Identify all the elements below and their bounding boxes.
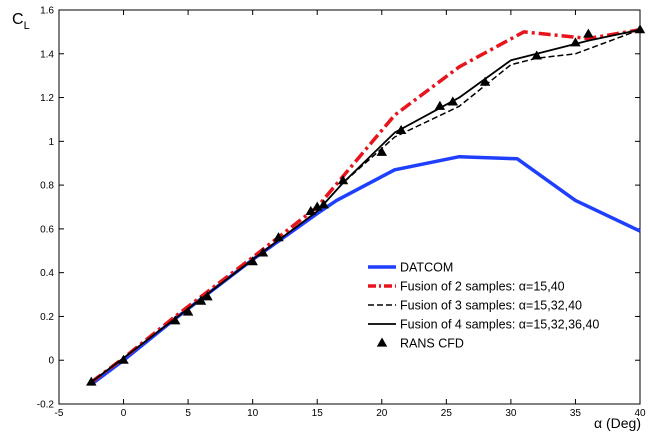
y-tick-label: 0.2 [40, 312, 54, 323]
legend-label: DATCOM [400, 261, 453, 275]
plot-area [58, 9, 641, 405]
y-axis-label: CL [12, 11, 30, 32]
y-tick-label: 1 [48, 137, 54, 148]
legend-label: Fusion of 2 samples: α=15,40 [400, 280, 565, 294]
y-tick-label: 1.2 [40, 93, 54, 104]
y-tick-label: 1.4 [40, 49, 54, 60]
x-tick-label: 5 [185, 408, 191, 419]
rans-cfd-marker [169, 315, 181, 325]
series-line-fusion-of-4-samples-15-32-36-40 [90, 28, 641, 383]
plot-border [58, 9, 641, 405]
rans-cfd-marker [376, 146, 388, 156]
x-tick-label: 10 [247, 408, 259, 419]
rans-cfd-marker [531, 50, 542, 60]
y-axis-label-sub: L [24, 20, 30, 32]
x-tick-label: -5 [55, 408, 64, 419]
rans-cfd-marker [634, 24, 646, 34]
rans-cfd-marker [447, 96, 459, 106]
rans-cfd-marker [570, 37, 581, 47]
rans-cfd-marker [195, 295, 207, 305]
y-tick-label: 0.6 [40, 224, 54, 235]
y-tick-label: -0.2 [37, 400, 55, 411]
rans-cfd-marker [434, 100, 446, 110]
rans-cfd-marker [337, 175, 349, 185]
legend-label: Fusion of 4 samples: α=15,32,36,40 [400, 318, 599, 332]
rans-cfd-marker [86, 376, 97, 386]
y-axis-label-main: C [12, 11, 24, 28]
rans-cfd-marker [182, 306, 194, 316]
legend-marker-rans-cfd [376, 337, 388, 347]
rans-cfd-marker [305, 205, 316, 215]
rans-cfd-marker [479, 76, 491, 86]
rans-cfd-marker [273, 232, 284, 242]
rans-cfd-marker [118, 354, 129, 364]
x-tick-label: 0 [121, 408, 127, 419]
axis-ticks: -5 0 5 10 15 20 25 30 35 40 -0.2 0 0.2 0.4 0.6 0.8 1 1.2 1… [37, 6, 646, 420]
x-tick-label: 40 [634, 408, 646, 419]
y-tick-label: 0.8 [40, 181, 54, 192]
legend-label: RANS CFD [400, 337, 464, 351]
rans-cfd-marker [202, 291, 213, 301]
x-tick-label: 20 [376, 408, 388, 419]
y-tick-label: 1.6 [40, 6, 54, 17]
rans-cfd-marker [247, 256, 258, 266]
x-tick-label: 15 [312, 408, 324, 419]
rans-cfd-marker [257, 247, 269, 257]
x-axis-label: α (Deg) [594, 415, 641, 431]
legend: DATCOM Fusion of 2 samples: α=15,40 Fusion… [368, 261, 599, 351]
markers-layer [86, 24, 646, 386]
y-tick-label: 0.4 [40, 268, 54, 279]
y-tick-label: 0 [48, 356, 54, 367]
rans-cfd-marker [395, 124, 407, 134]
x-tick-label: 30 [505, 408, 517, 419]
series-line-datcom [90, 154, 641, 386]
rans-cfd-marker [318, 199, 329, 209]
rans-cfd-marker [583, 28, 594, 38]
x-tick-label: 35 [570, 408, 582, 419]
legend-label: Fusion of 3 samples: α=15,32,40 [400, 299, 582, 313]
x-tick-label: 25 [441, 408, 453, 419]
